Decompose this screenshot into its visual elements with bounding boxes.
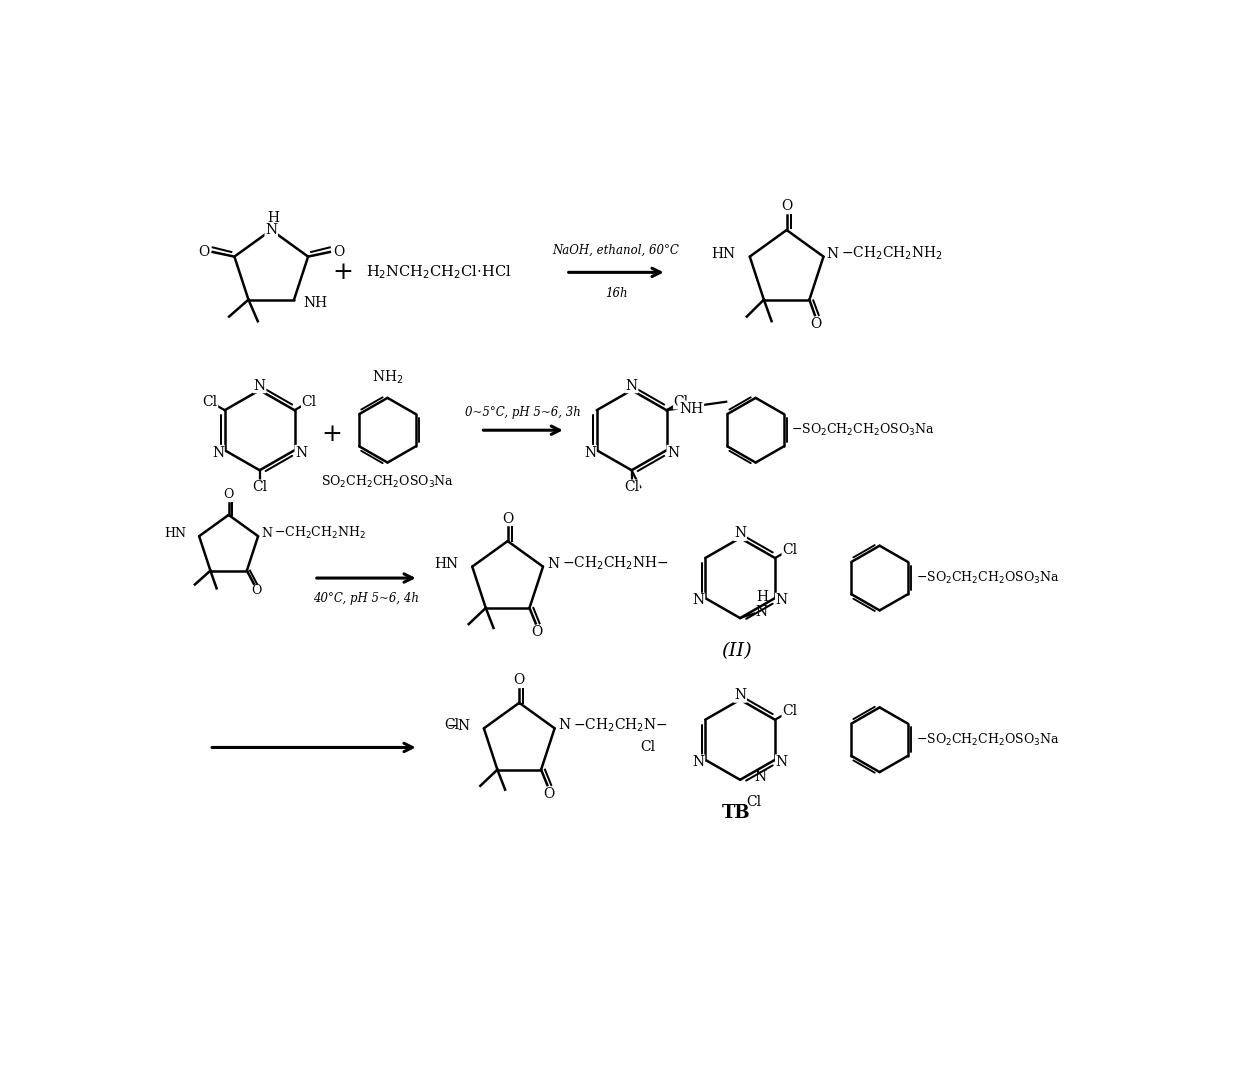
Text: $-$SO$_2$CH$_2$CH$_2$OSO$_3$Na: $-$SO$_2$CH$_2$CH$_2$OSO$_3$Na — [791, 423, 935, 438]
Text: Cl: Cl — [746, 795, 761, 809]
Text: Cl: Cl — [673, 394, 689, 408]
Text: N: N — [212, 445, 224, 460]
Text: $-$SO$_2$CH$_2$CH$_2$OSO$_3$Na: $-$SO$_2$CH$_2$CH$_2$OSO$_3$Na — [916, 732, 1059, 748]
Text: Cl: Cl — [640, 739, 655, 754]
Text: O: O — [513, 673, 525, 687]
Text: O: O — [781, 199, 792, 213]
Text: N: N — [776, 594, 787, 608]
Text: Cl: Cl — [444, 719, 459, 732]
Text: HN: HN — [712, 246, 735, 260]
Text: $-$CH$_2$CH$_2$NH$_2$: $-$CH$_2$CH$_2$NH$_2$ — [274, 525, 366, 541]
Text: NH: NH — [304, 296, 327, 309]
Text: H: H — [268, 210, 279, 224]
Text: NaOH, ethanol, 60°C: NaOH, ethanol, 60°C — [553, 244, 680, 257]
Text: Cl: Cl — [301, 394, 317, 408]
Text: $-$CH$_2$CH$_2$NH$_2$: $-$CH$_2$CH$_2$NH$_2$ — [841, 245, 942, 262]
Text: +: + — [332, 261, 353, 284]
Text: O: O — [332, 245, 345, 259]
Text: 16h: 16h — [605, 287, 627, 299]
Text: HN: HN — [434, 556, 459, 571]
Text: +: + — [321, 423, 342, 445]
Text: NH: NH — [680, 402, 703, 416]
Text: O: O — [502, 512, 513, 526]
Text: O: O — [250, 585, 262, 598]
Text: Cl: Cl — [782, 542, 797, 556]
Text: Cl: Cl — [252, 480, 267, 494]
Text: TB: TB — [722, 804, 750, 822]
Text: N: N — [265, 223, 278, 237]
Text: N: N — [755, 604, 768, 619]
Text: N: N — [667, 445, 680, 460]
Text: $-$SO$_2$CH$_2$CH$_2$OSO$_3$Na: $-$SO$_2$CH$_2$CH$_2$OSO$_3$Na — [916, 570, 1059, 586]
Text: N: N — [253, 379, 265, 392]
Text: O: O — [223, 488, 234, 501]
Text: N: N — [776, 755, 787, 769]
Text: N: N — [734, 688, 746, 702]
Text: Cl: Cl — [202, 394, 217, 408]
Text: N: N — [692, 755, 704, 769]
Text: O: O — [198, 245, 210, 259]
Text: H$_2$NCH$_2$CH$_2$Cl$\cdot$HCl: H$_2$NCH$_2$CH$_2$Cl$\cdot$HCl — [366, 264, 511, 281]
Text: $-$CH$_2$CH$_2$NH$-$: $-$CH$_2$CH$_2$NH$-$ — [562, 555, 668, 572]
Text: O: O — [810, 317, 821, 331]
Text: 40°C, pH 5~6, 4h: 40°C, pH 5~6, 4h — [312, 592, 419, 604]
Text: NH$_2$: NH$_2$ — [372, 369, 403, 387]
Text: O: O — [532, 625, 543, 639]
Text: Cl: Cl — [782, 705, 797, 719]
Text: N: N — [295, 445, 308, 460]
Text: N: N — [625, 379, 637, 392]
Text: H: H — [756, 590, 768, 604]
Text: HN: HN — [165, 527, 187, 540]
Text: Cl: Cl — [624, 480, 639, 494]
Text: N: N — [547, 556, 559, 571]
Text: O: O — [543, 786, 554, 800]
Text: N: N — [262, 527, 273, 540]
Text: $-$N: $-$N — [446, 718, 471, 733]
Text: (II): (II) — [720, 641, 751, 660]
Text: $-$CH$_2$CH$_2$N$-$: $-$CH$_2$CH$_2$N$-$ — [573, 717, 668, 734]
Text: N: N — [584, 445, 596, 460]
Text: SO$_2$CH$_2$CH$_2$OSO$_3$Na: SO$_2$CH$_2$CH$_2$OSO$_3$Na — [321, 474, 454, 490]
Text: 0~5°C, pH 5~6, 3h: 0~5°C, pH 5~6, 3h — [465, 406, 582, 419]
Text: N: N — [692, 594, 704, 608]
Text: N: N — [754, 770, 766, 784]
Text: N: N — [558, 719, 570, 732]
Text: N: N — [734, 526, 746, 540]
Text: N: N — [827, 246, 838, 260]
